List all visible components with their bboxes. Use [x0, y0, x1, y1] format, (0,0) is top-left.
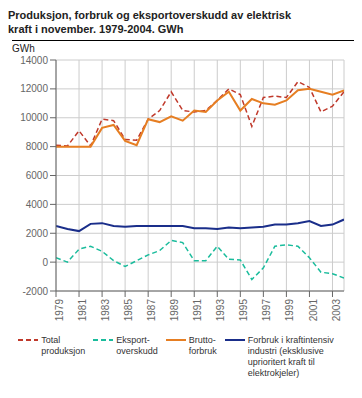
svg-text:8000: 8000	[26, 141, 49, 152]
svg-text:1981: 1981	[77, 299, 88, 322]
svg-text:2000: 2000	[26, 228, 49, 239]
svg-text:10000: 10000	[20, 112, 48, 123]
svg-text:-2000: -2000	[22, 286, 48, 297]
svg-text:1999: 1999	[285, 299, 296, 322]
svg-text:4000: 4000	[26, 199, 49, 210]
html-text:Produksjon, forbruk og eksport: Produksjon, forbruk og eksportoverskudd …	[8, 9, 291, 35]
svg-text:12000: 12000	[20, 83, 48, 94]
html-text:Eksport- overskudd: Eksport- overskudd	[116, 335, 158, 356]
svg-text:2003: 2003	[331, 299, 342, 322]
svg-text:1983: 1983	[100, 299, 111, 322]
svg-text:1985: 1985	[123, 299, 134, 322]
svg-text:1993: 1993	[215, 299, 226, 322]
svg-text:1995: 1995	[238, 299, 249, 322]
html-text:GWh: GWh	[12, 43, 35, 54]
svg-text:14000: 14000	[20, 55, 48, 66]
svg-text:2001: 2001	[308, 299, 319, 322]
svg-text:1991: 1991	[192, 299, 203, 322]
html-text:Forbruk i kraftintensiv indust: Forbruk i kraftintensiv industri (eksklu…	[247, 335, 334, 378]
svg-text:1989: 1989	[169, 299, 180, 322]
svg-text:1979: 1979	[54, 299, 65, 322]
html-text:Total produksjon: Total produksjon	[41, 335, 86, 356]
svg-text:1997: 1997	[261, 299, 272, 322]
svg-text:6000: 6000	[26, 170, 49, 181]
svg-text:1987: 1987	[146, 299, 157, 322]
svg-text:0: 0	[42, 257, 48, 268]
html-text:Brutto- forbruk: Brutto- forbruk	[188, 335, 217, 356]
